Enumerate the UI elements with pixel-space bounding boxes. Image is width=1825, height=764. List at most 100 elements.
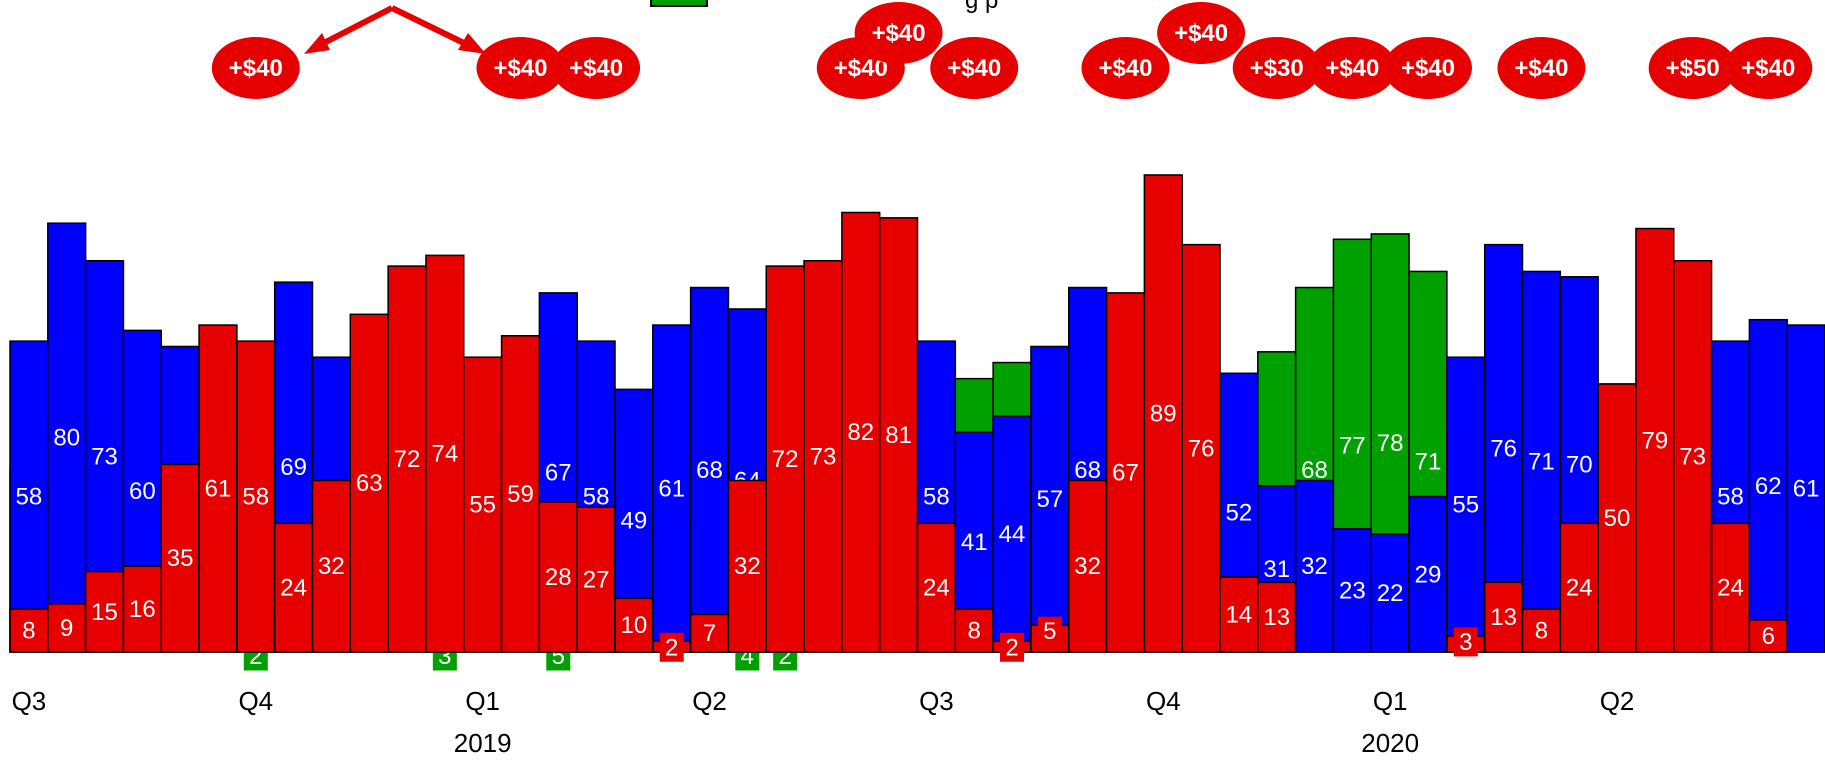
bar-segment-red bbox=[576, 506, 616, 653]
data-label-red: 50 bbox=[1604, 505, 1631, 532]
bar-segment-red bbox=[1068, 479, 1108, 653]
price-change-bubble bbox=[1497, 37, 1586, 99]
arrow-line-left bbox=[316, 5, 394, 49]
bar-segment-red bbox=[1673, 259, 1713, 653]
data-label-red: 24 bbox=[1566, 575, 1593, 602]
price-change-label: +$40 bbox=[1325, 55, 1379, 82]
arrow-head-right bbox=[458, 33, 486, 54]
data-label-red: 73 bbox=[1679, 443, 1706, 470]
data-label-red: 72 bbox=[394, 446, 421, 473]
x-tick-label: Q2 bbox=[1600, 686, 1635, 716]
data-label-green: 78 bbox=[1377, 430, 1404, 457]
price-change-bubble bbox=[1648, 37, 1737, 99]
data-label-blue: 68 bbox=[696, 457, 723, 484]
price-change-label: +$30 bbox=[1250, 55, 1304, 82]
data-label-box-red bbox=[1000, 632, 1025, 662]
data-label-red: 76 bbox=[1188, 435, 1215, 462]
data-label-blue: 69 bbox=[280, 454, 307, 481]
data-label-blue: 31 bbox=[1263, 556, 1290, 583]
bar-segment-red bbox=[1181, 243, 1221, 653]
bar-segment-red bbox=[538, 501, 578, 653]
data-label-box-red bbox=[659, 632, 684, 662]
data-label-red: 27 bbox=[583, 567, 610, 594]
bar-segment-blue bbox=[1370, 533, 1410, 653]
legend-swatch-green bbox=[650, 0, 708, 7]
data-label-blue: 73 bbox=[91, 443, 118, 470]
legend-text: g p bbox=[965, 0, 998, 14]
data-label-box-red bbox=[1037, 616, 1062, 646]
bar-segment-red bbox=[349, 313, 389, 653]
bar-segment-red bbox=[1143, 174, 1183, 653]
bar-segment-red bbox=[9, 608, 49, 653]
data-label-blue: 61 bbox=[658, 476, 685, 503]
bar-segment-red bbox=[1483, 581, 1524, 653]
data-label-red: 13 bbox=[1263, 604, 1290, 631]
bar-segment-blue bbox=[9, 340, 49, 653]
data-label-red: 81 bbox=[885, 422, 912, 449]
data-label-blue: 76 bbox=[1490, 435, 1517, 462]
price-change-bubble bbox=[476, 37, 565, 99]
price-change-bubble bbox=[1232, 37, 1321, 99]
data-label-green: 68 bbox=[1301, 457, 1328, 484]
bar-segment-red bbox=[1521, 608, 1562, 653]
bar-segment-red bbox=[689, 613, 730, 653]
bar-segment-red bbox=[311, 479, 352, 653]
x-tick-label: Q3 bbox=[12, 686, 47, 716]
data-label-red: 61 bbox=[205, 476, 232, 503]
x-tick-label: Q1 bbox=[1373, 686, 1408, 716]
price-change-bubble bbox=[552, 37, 641, 99]
bar-segment-blue bbox=[1786, 324, 1825, 653]
data-label-green: 71 bbox=[1415, 449, 1442, 476]
data-label-blue: 32 bbox=[1301, 553, 1328, 580]
bar-segment-red bbox=[1710, 522, 1751, 653]
bar-segment-blue bbox=[992, 415, 1032, 653]
data-label-blue: 22 bbox=[1377, 580, 1404, 607]
price-change-label: +$40 bbox=[1741, 55, 1795, 82]
x-tick-label: Q2 bbox=[692, 686, 727, 716]
data-label-blue: 23 bbox=[1339, 577, 1366, 604]
x-year-label: 2019 bbox=[454, 728, 512, 758]
data-label-red: 2 bbox=[1005, 634, 1018, 661]
data-label-blue: 61 bbox=[1793, 476, 1820, 503]
data-label-blue: 49 bbox=[621, 508, 648, 535]
data-label-blue: 70 bbox=[1566, 451, 1593, 478]
data-label-blue: 52 bbox=[1226, 500, 1253, 527]
data-label-red: 9 bbox=[60, 615, 73, 642]
bar-segment-red bbox=[425, 254, 465, 653]
price-change-bubble bbox=[1081, 37, 1170, 99]
data-label-blue: 60 bbox=[129, 478, 156, 505]
bar-segment-red bbox=[1597, 383, 1637, 653]
legend: g p bbox=[650, 0, 998, 14]
price-change-label: +$40 bbox=[872, 20, 926, 47]
price-change-bubble bbox=[1724, 37, 1813, 99]
data-label-red: 82 bbox=[847, 419, 874, 446]
bar-segment-red bbox=[198, 324, 238, 653]
data-label-red: 8 bbox=[968, 618, 981, 645]
data-label-red: 59 bbox=[507, 481, 534, 508]
data-label-red: 73 bbox=[810, 443, 837, 470]
bar-segment-red bbox=[273, 522, 314, 653]
bar-segment-red bbox=[84, 570, 125, 653]
bar-segment-blue bbox=[1446, 356, 1486, 653]
data-label-red: 13 bbox=[1490, 604, 1517, 631]
data-label-red: 89 bbox=[1150, 400, 1177, 427]
price-change-bubble bbox=[854, 2, 943, 64]
data-label-red: 58 bbox=[242, 484, 269, 511]
data-label-red: 6 bbox=[1762, 623, 1775, 650]
data-label-blue: 55 bbox=[1452, 492, 1479, 519]
data-label-red: 2 bbox=[665, 634, 678, 661]
bars-layer: 3458811809127315246016857353961240587692… bbox=[9, 174, 1825, 671]
data-label-blue: 62 bbox=[1755, 473, 1782, 500]
data-label-red: 67 bbox=[1112, 459, 1139, 486]
data-label-red: 5 bbox=[1043, 618, 1056, 645]
data-label-blue: 68 bbox=[1074, 457, 1101, 484]
bar-segment-blue bbox=[1294, 479, 1335, 653]
data-label-red: 24 bbox=[923, 575, 950, 602]
bar-segment-red bbox=[47, 603, 87, 653]
bar-segment-red bbox=[236, 340, 276, 653]
bar-segment-red bbox=[463, 356, 503, 653]
price-change-bubble bbox=[930, 37, 1019, 99]
bar-segment-red bbox=[500, 335, 541, 653]
data-label-blue: 29 bbox=[1415, 561, 1442, 588]
x-tick-label: Q1 bbox=[465, 686, 500, 716]
